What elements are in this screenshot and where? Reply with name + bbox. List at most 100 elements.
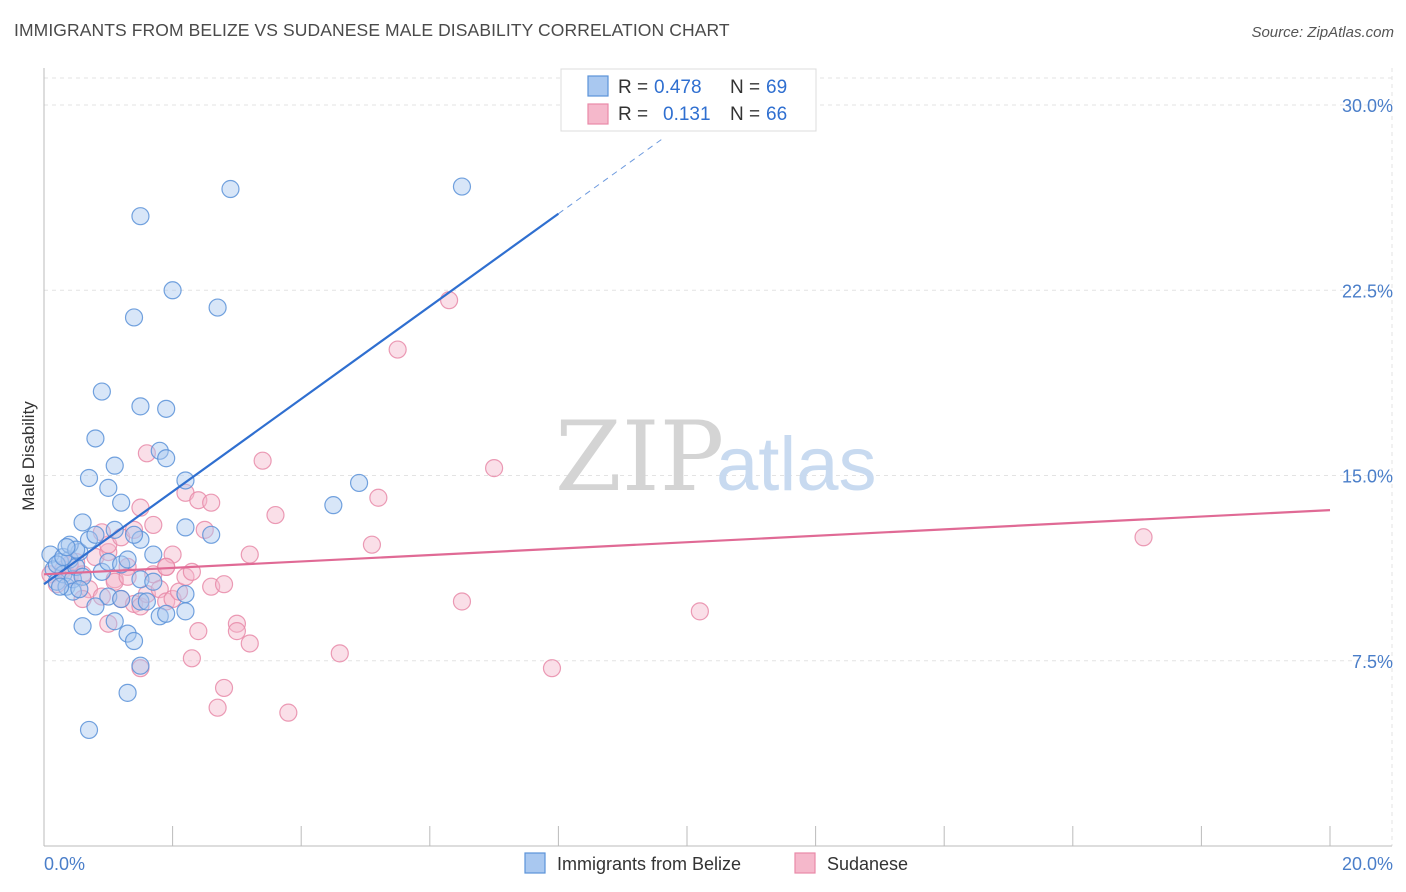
sudanese-point xyxy=(92,587,111,606)
belize-point xyxy=(118,550,137,569)
bottom-legend-swatch-sudanese xyxy=(794,852,816,874)
belize-point xyxy=(105,612,124,631)
y-tick-label: 15.0% xyxy=(1342,467,1393,487)
sudanese-point xyxy=(182,649,201,668)
legend-swatch-sudanese xyxy=(587,103,609,125)
belize-trend-extension xyxy=(558,139,662,215)
y-tick-label: 30.0% xyxy=(1342,96,1393,116)
legend-box: R = 0.478 N = 69 R = 0.131 N = 66 xyxy=(560,68,817,132)
grid-lines xyxy=(44,68,1393,846)
sudanese-point xyxy=(439,291,459,310)
belize-point xyxy=(112,589,131,609)
sudanese-point xyxy=(452,592,472,611)
y-tick-labels: 7.5% 15.0% 22.5% 30.0% xyxy=(1342,96,1393,672)
belize-point xyxy=(73,513,92,532)
belize-point xyxy=(176,602,195,621)
belize-point xyxy=(157,399,176,418)
belize-trend-line xyxy=(43,212,560,586)
sudanese-point xyxy=(369,488,388,507)
sudanese-point xyxy=(227,614,246,633)
bottom-legend-label-belize: Immigrants from Belize xyxy=(557,854,741,874)
sudanese-point xyxy=(266,505,285,525)
belize-point xyxy=(176,584,195,604)
sudanese-point xyxy=(208,698,227,717)
trend-lines xyxy=(43,139,1331,586)
watermark-zip: ZIP xyxy=(555,401,724,513)
bottom-legend: Immigrants from Belize Sudanese xyxy=(524,852,908,874)
belize-point xyxy=(86,429,105,448)
legend-swatch-belize xyxy=(587,75,609,97)
legend-r-value-sudanese: 0.131 xyxy=(663,104,711,125)
belize-point xyxy=(105,456,124,475)
belize-point xyxy=(221,179,240,199)
belize-point xyxy=(70,580,89,599)
belize-point xyxy=(118,683,137,702)
axes xyxy=(43,68,1392,847)
belize-point xyxy=(176,518,195,537)
belize-point xyxy=(124,631,144,651)
belize-point xyxy=(57,538,76,557)
sudanese-point xyxy=(214,678,234,698)
belize-point xyxy=(131,592,150,611)
x-tick-labels: 0.0% 20.0% xyxy=(43,826,1393,874)
chart-source: Source: ZipAtlas.com xyxy=(1251,24,1394,41)
legend-n-label-belize: N = xyxy=(730,77,760,98)
belize-point xyxy=(157,449,176,468)
sudanese-point xyxy=(124,520,144,539)
belize-point xyxy=(79,468,99,488)
belize-point xyxy=(131,656,150,675)
y-axis-label: Male Disability xyxy=(19,401,38,511)
belize-point xyxy=(79,720,99,740)
sudanese-point xyxy=(253,451,272,470)
y-tick-label: 7.5% xyxy=(1352,652,1393,672)
sudanese-point xyxy=(240,545,259,564)
belize-point xyxy=(144,572,163,591)
belize-point xyxy=(92,382,111,401)
belize-point xyxy=(324,496,343,515)
bottom-legend-swatch-belize xyxy=(524,852,546,874)
sudanese-point xyxy=(189,622,208,641)
belize-point xyxy=(124,308,144,327)
sudanese-point xyxy=(279,703,298,722)
watermark: ZIP atlas xyxy=(555,401,877,513)
y-tick-label: 22.5% xyxy=(1342,281,1393,301)
belize-point xyxy=(50,577,70,596)
sudanese-point xyxy=(542,659,562,678)
sudanese-point xyxy=(1134,528,1153,547)
sudanese-trend-line xyxy=(43,509,1331,576)
sudanese-point xyxy=(144,515,163,535)
sudanese-point xyxy=(240,634,259,653)
belize-points xyxy=(41,177,472,740)
legend-r-label-sudanese: R = xyxy=(618,104,648,125)
belize-point xyxy=(144,545,163,564)
belize-point xyxy=(105,520,124,539)
belize-point xyxy=(131,207,150,226)
belize-point xyxy=(137,592,156,611)
sudanese-point xyxy=(330,644,349,663)
belize-point xyxy=(73,617,92,636)
chart-title: IMMIGRANTS FROM BELIZE VS SUDANESE MALE … xyxy=(14,20,730,40)
x-tick-label-min: 0.0% xyxy=(44,854,85,874)
belize-point xyxy=(112,493,131,512)
belize-point xyxy=(452,177,472,196)
belize-point xyxy=(124,525,144,544)
belize-point xyxy=(118,624,137,643)
sudanese-point xyxy=(99,542,118,562)
legend-n-value-belize: 69 xyxy=(766,77,787,98)
belize-point xyxy=(157,604,176,623)
belize-point xyxy=(349,473,369,493)
belize-point xyxy=(208,298,227,317)
sudanese-point xyxy=(485,459,504,478)
belize-point xyxy=(131,397,150,416)
bottom-legend-label-sudanese: Sudanese xyxy=(827,854,908,874)
sudanese-point xyxy=(690,602,709,621)
belize-point xyxy=(86,525,105,544)
belize-point xyxy=(99,478,118,497)
sudanese-point xyxy=(388,340,407,359)
sudanese-point xyxy=(227,622,246,641)
legend-r-value-belize: 0.478 xyxy=(654,77,702,98)
belize-point xyxy=(86,597,105,616)
legend-n-value-sudanese: 66 xyxy=(766,104,787,125)
watermark-atlas: atlas xyxy=(716,422,877,507)
